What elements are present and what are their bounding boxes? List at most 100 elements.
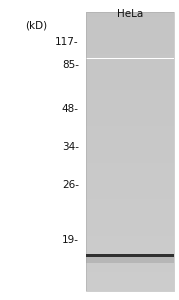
Bar <box>86 32 174 33</box>
Bar <box>86 266 174 267</box>
Bar <box>86 262 174 263</box>
Bar <box>86 175 174 176</box>
Bar <box>86 193 174 194</box>
Bar <box>86 185 174 186</box>
Bar <box>86 22 174 23</box>
Bar <box>86 181 174 182</box>
Bar <box>86 227 174 228</box>
Bar <box>86 210 174 211</box>
Bar <box>86 263 174 264</box>
Bar <box>86 132 174 133</box>
Bar <box>86 201 174 202</box>
Bar <box>86 177 174 178</box>
Bar <box>86 167 174 168</box>
Bar <box>86 146 174 147</box>
Bar <box>86 47 174 48</box>
Bar <box>86 73 174 74</box>
Bar <box>86 149 174 150</box>
Bar <box>86 265 174 266</box>
Bar <box>86 105 174 106</box>
Bar <box>86 186 174 187</box>
Bar <box>86 285 174 286</box>
Bar <box>86 63 174 64</box>
Bar <box>86 127 174 128</box>
Bar <box>86 190 174 191</box>
Bar <box>86 242 174 243</box>
Bar <box>86 241 174 242</box>
Bar <box>86 148 174 149</box>
Bar <box>86 125 174 126</box>
Bar <box>86 163 174 164</box>
Bar <box>86 191 174 192</box>
Bar <box>86 42 174 43</box>
Bar <box>86 38 174 39</box>
Bar <box>86 61 174 62</box>
Bar <box>86 137 174 139</box>
Bar <box>86 222 174 223</box>
Bar <box>86 232 174 233</box>
Bar <box>86 104 174 105</box>
Bar <box>86 80 174 81</box>
Bar <box>86 50 174 51</box>
Bar <box>86 160 174 161</box>
Bar <box>86 101 174 102</box>
Bar <box>86 106 174 107</box>
Bar <box>86 12 174 291</box>
Bar <box>86 143 174 144</box>
Bar <box>86 139 174 140</box>
Bar <box>86 157 174 158</box>
Bar <box>86 211 174 212</box>
Bar <box>86 16 174 17</box>
Bar <box>86 196 174 197</box>
Bar <box>86 76 174 77</box>
Text: HeLa: HeLa <box>117 9 143 19</box>
Bar <box>86 122 174 123</box>
Bar <box>86 271 174 272</box>
Bar <box>86 162 174 163</box>
Bar <box>86 192 174 194</box>
Text: 26-: 26- <box>62 179 79 190</box>
Bar <box>86 108 174 109</box>
Bar <box>86 180 174 181</box>
Bar <box>86 258 174 260</box>
Bar <box>86 68 174 69</box>
Bar <box>86 205 174 206</box>
Bar <box>86 289 174 290</box>
Bar <box>86 204 174 205</box>
Bar <box>86 66 174 67</box>
Bar <box>86 282 174 283</box>
Bar <box>86 198 174 199</box>
Bar <box>86 182 174 183</box>
Bar <box>86 237 174 238</box>
Bar <box>86 60 174 61</box>
Bar <box>86 254 174 255</box>
Bar <box>86 220 174 221</box>
Bar <box>86 238 174 239</box>
Bar <box>86 183 174 184</box>
Bar <box>86 86 174 87</box>
Bar <box>86 140 174 141</box>
Bar <box>86 154 174 155</box>
Bar <box>86 188 174 189</box>
Bar <box>86 255 174 256</box>
Bar <box>86 221 174 222</box>
Bar <box>86 274 174 275</box>
Bar <box>86 161 174 162</box>
Bar <box>86 254 174 257</box>
Bar <box>86 195 174 196</box>
Bar <box>86 30 174 31</box>
Bar <box>86 264 174 265</box>
Bar <box>86 107 174 108</box>
Bar <box>86 229 174 230</box>
Bar <box>86 19 174 20</box>
Bar <box>86 46 174 47</box>
Bar <box>86 142 174 143</box>
Bar <box>86 121 174 122</box>
Bar <box>86 12 174 13</box>
Bar <box>86 197 174 198</box>
Bar <box>86 218 174 219</box>
Bar <box>86 33 174 34</box>
Bar <box>86 169 174 170</box>
Bar <box>86 281 174 282</box>
Text: 85-: 85- <box>62 59 79 70</box>
